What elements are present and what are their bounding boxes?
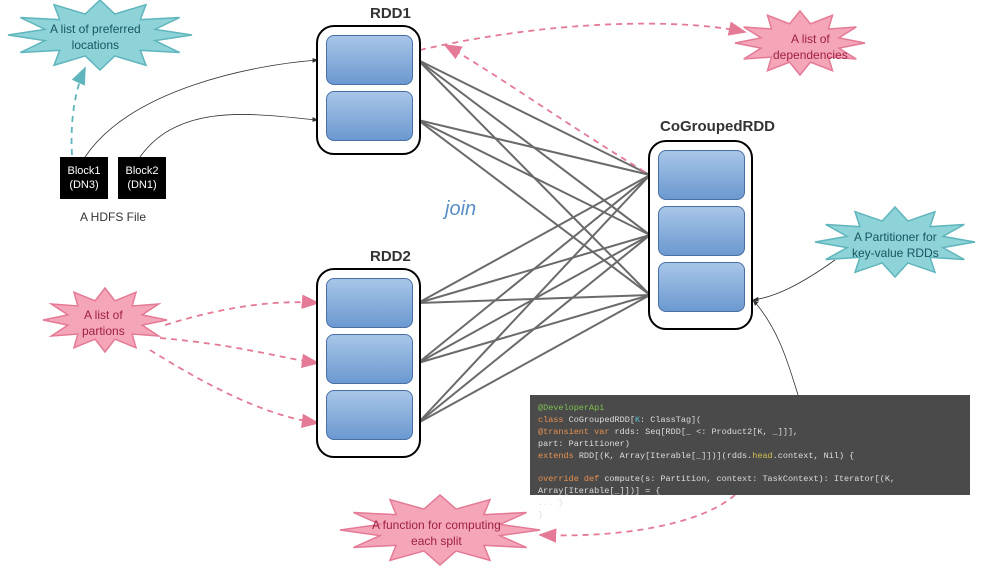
partition	[658, 150, 745, 200]
partition	[658, 262, 745, 312]
callout-partitioner: A Partitioner forkey-value RDDs	[852, 230, 939, 261]
rdd1-label: RDD1	[370, 5, 411, 22]
partition	[326, 278, 413, 328]
partition	[658, 206, 745, 256]
callout-preferred: A list of preferredlocations	[50, 22, 141, 53]
rdd2-label: RDD2	[370, 248, 411, 265]
rdd1-box	[316, 25, 421, 155]
partition	[326, 35, 413, 85]
join-label: join	[445, 198, 476, 221]
hdfs-block1: Block1(DN3)	[60, 157, 108, 199]
diagram-container: { "rdd1": { "label": "RDD1", "x": 316, "…	[0, 0, 1005, 572]
hdfs-block2: Block2(DN1)	[118, 157, 166, 199]
partition	[326, 334, 413, 384]
code-snippet: @DeveloperApiclass CoGroupedRDD[K: Class…	[530, 395, 970, 495]
callout-partitions: A list ofpartions	[82, 308, 125, 339]
cogrouped-label: CoGroupedRDD	[660, 118, 775, 135]
partition	[326, 390, 413, 440]
hdfs-caption: A HDFS File	[80, 210, 146, 224]
cogrouped-box	[648, 140, 753, 330]
callout-compute: A function for computingeach split	[372, 518, 501, 549]
callout-dependencies: A list ofdependencies	[773, 32, 848, 63]
rdd2-box	[316, 268, 421, 458]
partition	[326, 91, 413, 141]
